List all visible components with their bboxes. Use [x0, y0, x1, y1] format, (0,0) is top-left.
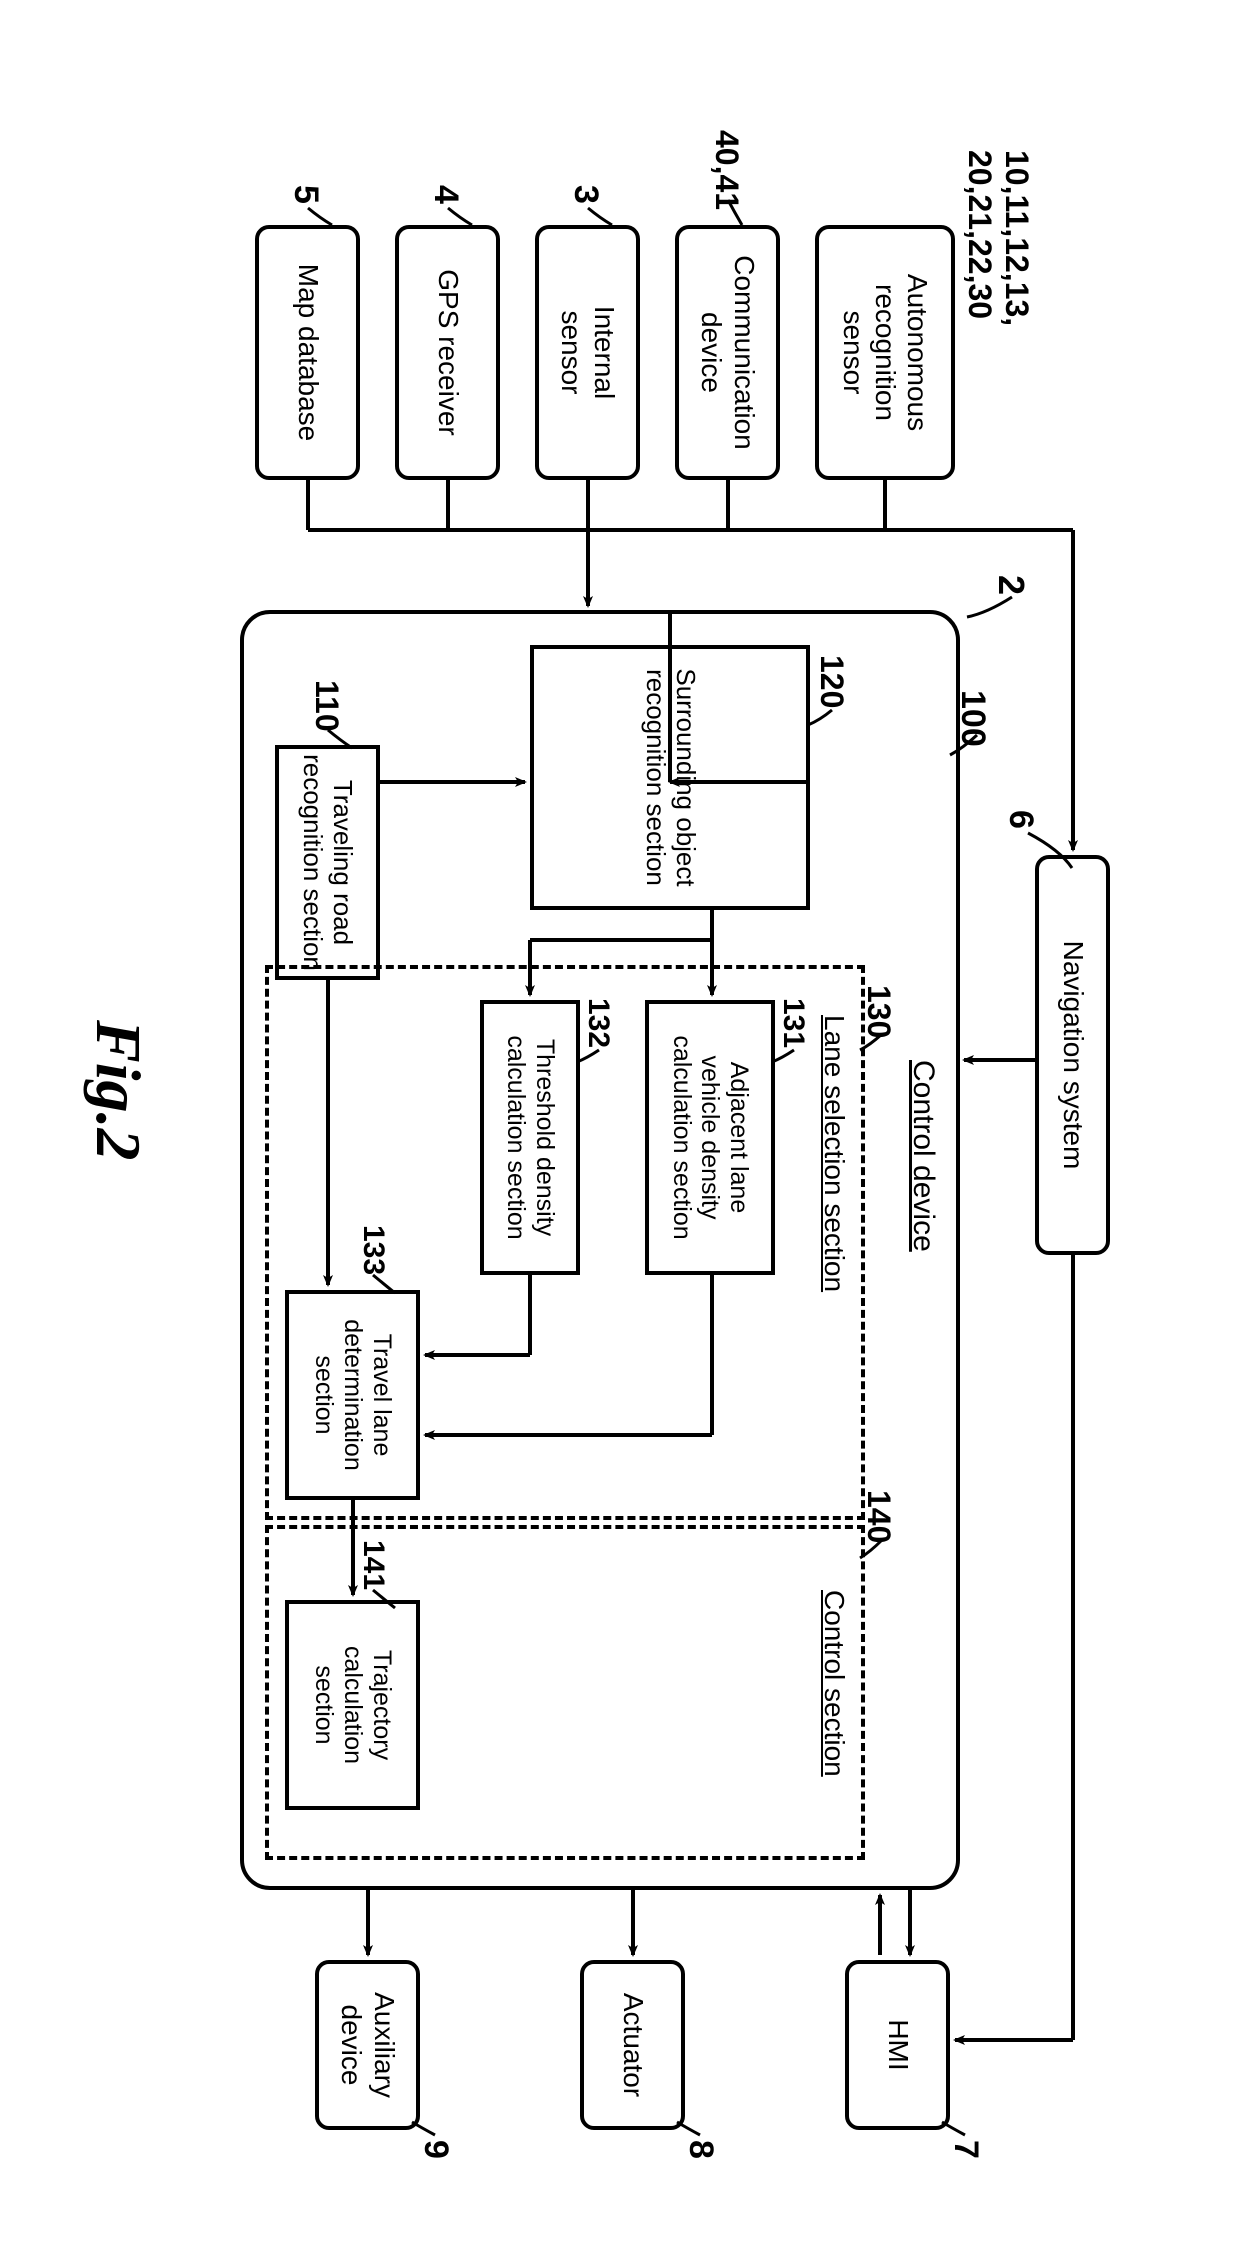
hmi-label: HMI	[881, 2019, 913, 2070]
lane-selection-label: Lane selection section	[818, 1015, 850, 1292]
map-database-box: Map database	[255, 225, 360, 480]
comm-device-label: Communicationdevice	[695, 255, 759, 450]
nav-system-box: Navigation system	[1035, 855, 1110, 1255]
trajectory-box: Trajectorycalculationsection	[285, 1600, 420, 1810]
nav-system-ref: 6	[1001, 810, 1040, 829]
traveling-road-ref: 110	[308, 680, 345, 732]
surrounding-object-ref: 120	[813, 655, 850, 708]
surrounding-object-box: Surrounding objectrecognition section	[530, 645, 810, 910]
hmi-box: HMI	[845, 1960, 950, 2130]
traveling-road-label: Traveling roadrecognition section	[298, 754, 358, 971]
gps-receiver-label: GPS receiver	[431, 269, 463, 436]
autonomous-sensor-box: Autonomousrecognitionsensor	[815, 225, 955, 480]
adjacent-lane-label: Adjacent lanevehicle densitycalculation …	[667, 1035, 753, 1239]
trajectory-ref: 141	[356, 1540, 390, 1590]
nav-system-label: Navigation system	[1056, 941, 1088, 1170]
gps-receiver-box: GPS receiver	[395, 225, 500, 480]
autonomous-sensor-ref: 10,11,12,13,20,21,22,30	[961, 150, 1035, 326]
aux-device-box: Auxiliarydevice	[315, 1960, 420, 2130]
hmi-ref: 7	[946, 2140, 985, 2159]
actuator-label: Actuator	[616, 1993, 648, 2097]
autonomous-sensor-label: Autonomousrecognitionsensor	[837, 274, 934, 431]
internal-sensor-label: Internalsensor	[555, 306, 619, 399]
travel-lane-box: Travel lanedeterminationsection	[285, 1290, 420, 1500]
control-device-ref: 100	[953, 690, 992, 747]
control-section-ref: 140	[860, 1490, 897, 1543]
control-section-label: Control section	[818, 1590, 850, 1777]
map-database-ref: 5	[286, 185, 325, 204]
adjacent-lane-ref: 131	[776, 998, 810, 1048]
adjacent-lane-box: Adjacent lanevehicle densitycalculation …	[645, 1000, 775, 1275]
system-ref: 2	[990, 575, 1032, 595]
internal-sensor-ref: 3	[566, 185, 605, 204]
trajectory-label: Trajectorycalculationsection	[309, 1646, 395, 1764]
travel-lane-ref: 133	[356, 1225, 390, 1275]
actuator-ref: 8	[681, 2140, 720, 2159]
internal-sensor-box: Internalsensor	[535, 225, 640, 480]
threshold-density-ref: 132	[581, 998, 615, 1048]
aux-device-label: Auxiliarydevice	[335, 1992, 399, 2098]
map-database-label: Map database	[291, 264, 323, 441]
control-device-label: Control device	[906, 1060, 940, 1252]
comm-device-box: Communicationdevice	[675, 225, 780, 480]
aux-device-ref: 9	[416, 2140, 455, 2159]
actuator-box: Actuator	[580, 1960, 685, 2130]
travel-lane-label: Travel lanedeterminationsection	[309, 1319, 395, 1470]
gps-receiver-ref: 4	[426, 185, 465, 204]
figure-label: Fig.2	[81, 1020, 155, 1160]
comm-device-ref: 40,41	[708, 130, 745, 210]
surrounding-object-label: Surrounding objectrecognition section	[640, 668, 700, 886]
lane-selection-ref: 130	[860, 985, 897, 1038]
traveling-road-box: Traveling roadrecognition section	[275, 745, 380, 980]
threshold-density-label: Threshold densitycalculation section	[501, 1035, 559, 1239]
threshold-density-box: Threshold densitycalculation section	[480, 1000, 580, 1275]
